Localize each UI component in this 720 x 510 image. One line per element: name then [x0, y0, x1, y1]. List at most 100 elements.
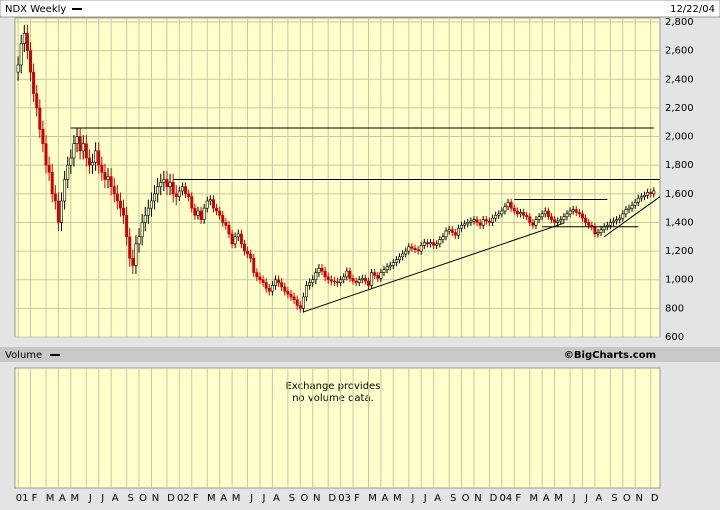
candle-body: [69, 157, 73, 166]
trend-line: [303, 222, 565, 313]
candle-body: [484, 219, 488, 222]
candle-body: [218, 210, 222, 216]
x-tick-label: O: [462, 493, 470, 504]
candle-body: [593, 226, 597, 235]
x-tick-label: M: [554, 493, 563, 504]
candle-body: [394, 259, 398, 263]
credit: ©BigCharts.com: [564, 350, 656, 361]
candle-body: [211, 199, 215, 209]
candle-body: [649, 192, 653, 195]
candle-body: [503, 206, 507, 212]
candle-body: [494, 214, 498, 219]
candle-body: [304, 285, 308, 298]
candle-body: [239, 233, 243, 245]
candle-body: [370, 272, 374, 286]
candle-body: [143, 214, 147, 223]
x-tick-label: M: [393, 493, 402, 504]
candle-body: [636, 197, 640, 203]
candle-body: [627, 207, 631, 210]
candle-body: [242, 243, 246, 252]
candle-body: [432, 242, 436, 246]
volume-bar: [0, 347, 720, 362]
candle-body: [224, 222, 228, 226]
candle-body: [78, 136, 82, 152]
candle-body: [491, 217, 495, 223]
candle-body: [19, 43, 23, 66]
candle-body: [652, 190, 656, 195]
candle-body: [295, 299, 299, 306]
candle-body: [56, 200, 60, 223]
candle-body: [125, 214, 129, 238]
x-tick-label: N: [152, 493, 159, 504]
candle-body: [497, 213, 501, 216]
candle-body: [422, 242, 426, 246]
candle-body: [314, 272, 318, 281]
candle-body: [118, 200, 122, 209]
x-tick-label: O: [623, 493, 631, 504]
candle-body: [611, 220, 615, 223]
candle-body: [646, 192, 650, 196]
x-tick-label: J: [100, 493, 104, 504]
x-tick-label: N: [313, 493, 320, 504]
candle-body: [165, 179, 169, 187]
candle-body: [534, 219, 538, 226]
candle-body: [311, 279, 315, 283]
candle-body: [221, 214, 225, 223]
candle-body: [60, 200, 64, 223]
candle-body: [559, 219, 563, 222]
candle-body: [252, 257, 256, 273]
candle-body: [565, 213, 569, 218]
x-tick-label: J: [584, 493, 588, 504]
candle-body: [525, 214, 529, 218]
candle-body: [348, 270, 352, 279]
x-tick-label: A: [220, 493, 227, 504]
x-tick-label: F: [354, 493, 360, 504]
candle-body: [159, 182, 163, 187]
candle-body: [131, 257, 135, 266]
candle-body: [97, 150, 101, 166]
candle-body: [261, 279, 265, 283]
candle-body: [339, 279, 343, 283]
candle-body: [562, 216, 566, 220]
x-tick-label: M: [70, 493, 79, 504]
candle-body: [149, 200, 153, 209]
candle-body: [639, 196, 643, 199]
candle-body: [407, 246, 411, 252]
candle-body: [549, 216, 553, 220]
candle-body: [273, 279, 277, 286]
candle-body: [208, 199, 212, 202]
candle-body: [335, 281, 339, 283]
candle-body: [174, 193, 178, 197]
y-tick-label: 800: [665, 303, 684, 314]
candle-body: [84, 143, 88, 159]
candle-body: [512, 207, 516, 212]
candle-body: [568, 210, 572, 215]
y-tick-label: 2,800: [665, 17, 694, 28]
candle-body: [608, 222, 612, 226]
x-tick-label: A: [112, 493, 119, 504]
candle-body: [308, 282, 312, 286]
x-tick-label: A: [273, 493, 280, 504]
candle-body: [168, 182, 172, 187]
x-tick-label: N: [635, 493, 642, 504]
candle-body: [463, 223, 467, 226]
candle-body: [323, 270, 327, 278]
candle-body: [317, 267, 321, 273]
candle-body: [618, 217, 622, 220]
candle-body: [128, 236, 132, 259]
candle-body: [509, 202, 513, 209]
candle-body: [404, 250, 408, 255]
candle-body: [329, 279, 333, 282]
candle-body: [292, 296, 296, 301]
candle-body: [202, 207, 206, 220]
y-tick-label: 2,600: [665, 46, 694, 57]
candle-body: [391, 262, 395, 266]
candle-body: [577, 212, 581, 215]
candle-body: [540, 213, 544, 218]
candle-body: [531, 222, 535, 226]
candle-body: [345, 270, 349, 278]
candle-body: [94, 150, 98, 163]
y-tick-label: 2,200: [665, 103, 694, 114]
candle-body: [236, 233, 240, 238]
